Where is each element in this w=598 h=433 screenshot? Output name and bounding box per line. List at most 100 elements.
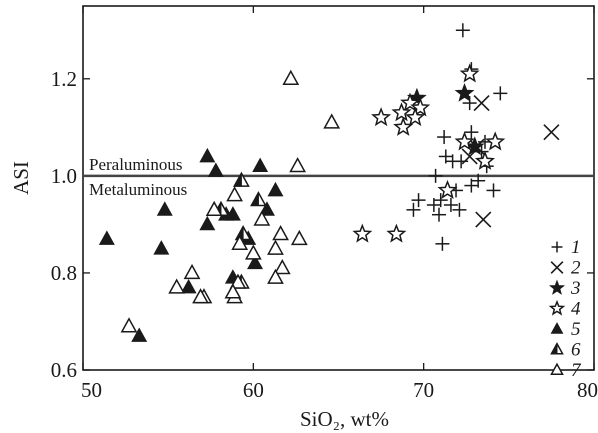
data-point <box>386 223 407 243</box>
legend-marker-2 <box>550 261 564 274</box>
data-point <box>224 206 241 221</box>
y-tick-label: 0.8 <box>51 261 77 285</box>
data-point <box>120 317 138 333</box>
y-axis-title: ASI <box>9 161 33 195</box>
data-point <box>411 193 426 208</box>
data-point <box>443 197 458 212</box>
data-point <box>267 268 284 284</box>
legend-marker-1 <box>551 241 563 253</box>
data-point <box>226 186 243 202</box>
legend-label-5: 5 <box>571 319 581 340</box>
data-point <box>371 107 392 127</box>
data-point <box>431 207 446 222</box>
data-point <box>454 131 475 151</box>
y-tick-label: 1.0 <box>51 164 77 188</box>
data-point <box>199 215 216 231</box>
legend-marker-6 <box>550 342 564 355</box>
data-point <box>475 211 492 228</box>
data-point <box>486 183 501 198</box>
data-point <box>250 191 267 207</box>
data-point <box>393 116 414 136</box>
legend-marker-4 <box>548 299 566 316</box>
data-point <box>435 236 450 251</box>
data-point <box>224 283 242 299</box>
legend-label-3: 3 <box>570 278 581 299</box>
x-tick-label: 60 <box>243 378 264 402</box>
data-point <box>153 240 170 255</box>
x-tick-label: 50 <box>81 378 102 402</box>
x-axis: 50 60 70 80 <box>81 6 598 402</box>
data-point <box>98 230 115 245</box>
data-point <box>156 201 173 216</box>
data-point <box>267 239 284 255</box>
legend-label-7: 7 <box>571 360 582 381</box>
data-point <box>231 234 249 250</box>
series-1 <box>406 23 508 251</box>
data-point <box>454 82 475 102</box>
data-point <box>267 181 284 197</box>
data-point <box>437 130 452 145</box>
data-point <box>485 131 506 151</box>
data-point <box>493 86 508 101</box>
data-point <box>543 124 560 141</box>
data-point <box>452 202 467 217</box>
data-point <box>192 288 209 304</box>
data-point <box>406 202 421 217</box>
data-point <box>426 197 441 212</box>
data-point <box>247 254 264 270</box>
data-point <box>323 113 341 129</box>
legend-label-1: 1 <box>571 237 581 258</box>
data-point <box>229 273 247 289</box>
data-point <box>168 278 186 294</box>
data-point <box>473 95 490 112</box>
data-point <box>272 225 289 241</box>
metaluminous-label: Metaluminous <box>89 180 187 199</box>
data-point <box>252 157 269 173</box>
data-point <box>183 263 201 280</box>
data-point <box>244 244 262 260</box>
data-point <box>258 201 275 216</box>
data-point <box>410 97 431 117</box>
data-point <box>253 210 271 226</box>
legend-marker-7 <box>550 362 564 375</box>
data-point <box>273 259 291 275</box>
data-point <box>180 278 197 294</box>
x-tick-label: 70 <box>413 378 434 402</box>
legend-marker-3 <box>548 279 566 295</box>
legend-marker-5 <box>550 322 564 334</box>
data-point <box>233 171 250 187</box>
data-point <box>352 223 373 243</box>
plot-frame <box>82 5 595 371</box>
legend-label-6: 6 <box>571 340 581 361</box>
series-6 <box>212 171 267 289</box>
data-point <box>461 148 478 165</box>
data-point <box>428 168 443 183</box>
data-point <box>199 147 216 163</box>
series-4 <box>352 63 506 243</box>
data-point <box>289 157 307 173</box>
series-2 <box>461 95 560 228</box>
data-point <box>405 107 426 127</box>
data-point <box>455 23 470 38</box>
series-5 <box>98 147 284 342</box>
data-point <box>207 162 224 177</box>
data-point <box>131 327 148 342</box>
data-point <box>290 229 308 246</box>
data-point <box>391 102 412 122</box>
data-point <box>437 179 458 199</box>
data-point <box>282 69 300 85</box>
x-axis-title: SiO₂, wt% <box>300 407 389 431</box>
legend-label-4: 4 <box>571 299 581 320</box>
data-point <box>474 150 496 170</box>
data-point <box>464 178 479 193</box>
x-tick-label: 80 <box>577 378 598 402</box>
data-point <box>459 63 480 83</box>
data-point <box>454 154 469 169</box>
y-axis: 0.6 0.8 1.0 1.2 <box>51 67 594 382</box>
data-point <box>205 200 223 216</box>
peraluminous-label: Peraluminous <box>89 155 183 174</box>
legend-label-2: 2 <box>571 258 581 279</box>
data-point <box>400 92 421 112</box>
